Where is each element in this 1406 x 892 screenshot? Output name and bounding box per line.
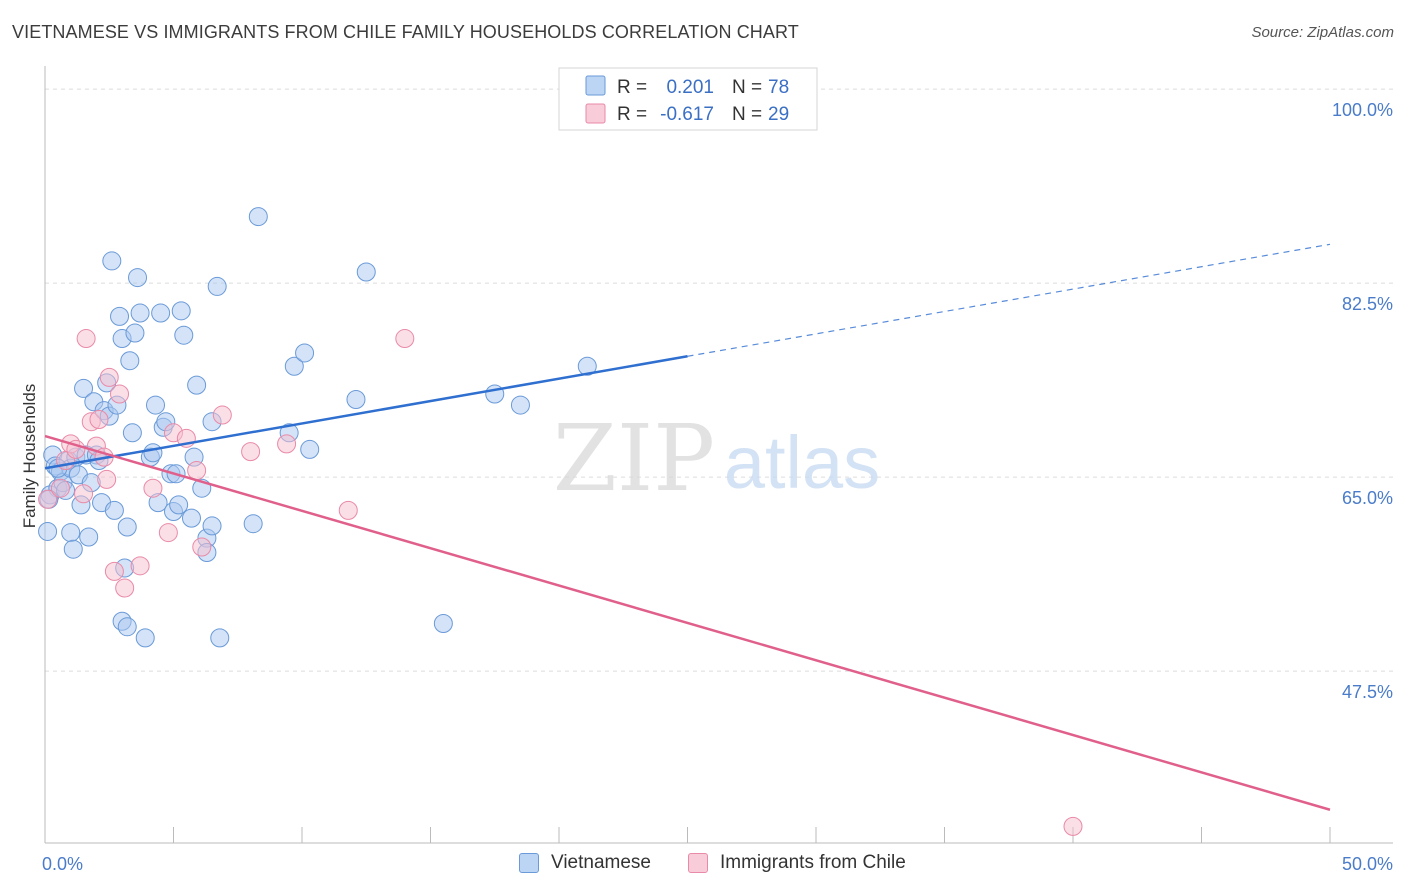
chile-point — [395, 329, 415, 349]
chile-point — [97, 469, 117, 489]
vietnamese-point — [122, 423, 142, 443]
legend-n-value-1: 78 — [768, 77, 789, 98]
bottom-legend-label-chile: Immigrants from Chile — [720, 852, 906, 873]
trend-lines — [44, 243, 1331, 811]
vietnamese-point — [210, 628, 230, 648]
vietnamese-point — [104, 500, 124, 520]
y-tick-label: 47.5% — [1342, 682, 1393, 702]
bottom-legend-vietnamese: Vietnamese — [519, 852, 651, 874]
vietnamese-point — [433, 613, 453, 633]
x-tick-label-max: 50.0% — [1342, 854, 1393, 874]
x-tick-label-min: 0.0% — [42, 854, 83, 874]
chile-point — [192, 537, 212, 557]
vietnamese-point — [207, 276, 227, 296]
bottom-legend: Vietnamese Immigrants from Chile — [0, 852, 1406, 878]
legend-n-label-2: N = — [732, 104, 762, 125]
chile-point — [76, 329, 96, 349]
legend: R = 0.201 N = 78 R = -0.617 N = 29 — [558, 67, 818, 131]
chile-point — [187, 460, 207, 480]
y-tick-label: 100.0% — [1332, 100, 1393, 120]
legend-r-value-1: 0.201 — [666, 77, 714, 98]
chile-point — [241, 442, 261, 462]
legend-r-label-1: R = — [617, 77, 647, 98]
vietnamese-point — [120, 351, 140, 371]
vietnamese-point — [135, 628, 155, 648]
chile-point — [143, 478, 163, 498]
vietnamese-point — [130, 303, 150, 323]
vietnamese-trend-line — [44, 355, 688, 470]
vietnamese-point — [181, 508, 201, 528]
vietnamese-point — [38, 521, 58, 541]
chile-point — [338, 500, 358, 520]
vietnamese-point — [128, 268, 148, 288]
chile-points — [38, 329, 1083, 836]
chile-point — [104, 561, 124, 581]
vietnamese-point — [510, 395, 530, 415]
vietnamese-point — [117, 517, 137, 537]
vietnamese-point — [143, 443, 163, 463]
vietnamese-point — [110, 306, 130, 326]
chile-point — [158, 523, 178, 543]
vietnamese-point — [74, 378, 94, 398]
vietnamese-point — [63, 539, 83, 559]
vietnamese-point — [171, 301, 191, 321]
chile-point — [38, 489, 58, 509]
vietnamese-point — [243, 514, 263, 534]
vietnamese-point — [151, 303, 171, 323]
vietnamese-point — [61, 523, 81, 543]
vietnamese-point — [117, 617, 137, 637]
chile-trend-line — [44, 434, 1331, 811]
vietnamese-point — [79, 527, 99, 547]
vietnamese-point — [187, 375, 207, 395]
vietnamese-point — [146, 395, 166, 415]
y-tick-label: 65.0% — [1342, 488, 1393, 508]
legend-swatch-chile — [585, 103, 606, 124]
vietnamese-trend-extension — [687, 243, 1331, 357]
vietnamese-point — [102, 251, 122, 271]
watermark-atlas: atlas — [724, 421, 880, 504]
y-tick-labels: 100.0% 82.5% 65.0% 47.5% — [1332, 100, 1393, 702]
bottom-legend-label-vietnamese: Vietnamese — [551, 852, 651, 873]
vietnamese-point — [284, 356, 304, 376]
gridlines — [45, 88, 1393, 672]
bottom-legend-swatch-chile — [688, 853, 708, 873]
legend-r-label-2: R = — [617, 104, 647, 125]
chile-point — [1063, 816, 1083, 836]
vietnamese-point — [169, 495, 189, 515]
chart-title: VIETNAMESE VS IMMIGRANTS FROM CHILE FAMI… — [12, 22, 799, 42]
legend-swatch-vietnamese — [585, 75, 606, 96]
chile-point — [89, 409, 109, 429]
bottom-legend-swatch-vietnamese — [519, 853, 539, 873]
vietnamese-point — [174, 325, 194, 345]
vietnamese-point — [356, 262, 376, 282]
chart-source: Source: ZipAtlas.com — [1251, 24, 1394, 41]
vietnamese-point — [295, 343, 315, 363]
legend-n-value-2: 29 — [768, 104, 789, 125]
chile-point — [50, 478, 70, 498]
chile-point — [130, 556, 150, 576]
legend-n-label-1: N = — [732, 77, 762, 98]
vietnamese-point — [300, 439, 320, 459]
vietnamese-point — [346, 390, 366, 410]
vietnamese-point — [202, 516, 222, 536]
chile-point — [212, 405, 232, 425]
y-tick-label: 82.5% — [1342, 294, 1393, 314]
chile-point — [99, 367, 119, 387]
chile-point — [115, 578, 135, 598]
vietnamese-point — [125, 323, 145, 343]
legend-r-value-2: -0.617 — [660, 104, 714, 125]
bottom-legend-chile: Immigrants from Chile — [688, 852, 906, 874]
watermark-zip: ZIP — [553, 405, 715, 512]
chile-point — [110, 384, 130, 404]
chile-point — [74, 484, 94, 504]
watermark: ZIP atlas — [553, 405, 880, 512]
vietnamese-point — [577, 356, 597, 376]
y-axis-title: Family Households — [20, 384, 39, 529]
vietnamese-point — [248, 207, 268, 227]
chile-point — [277, 434, 297, 454]
